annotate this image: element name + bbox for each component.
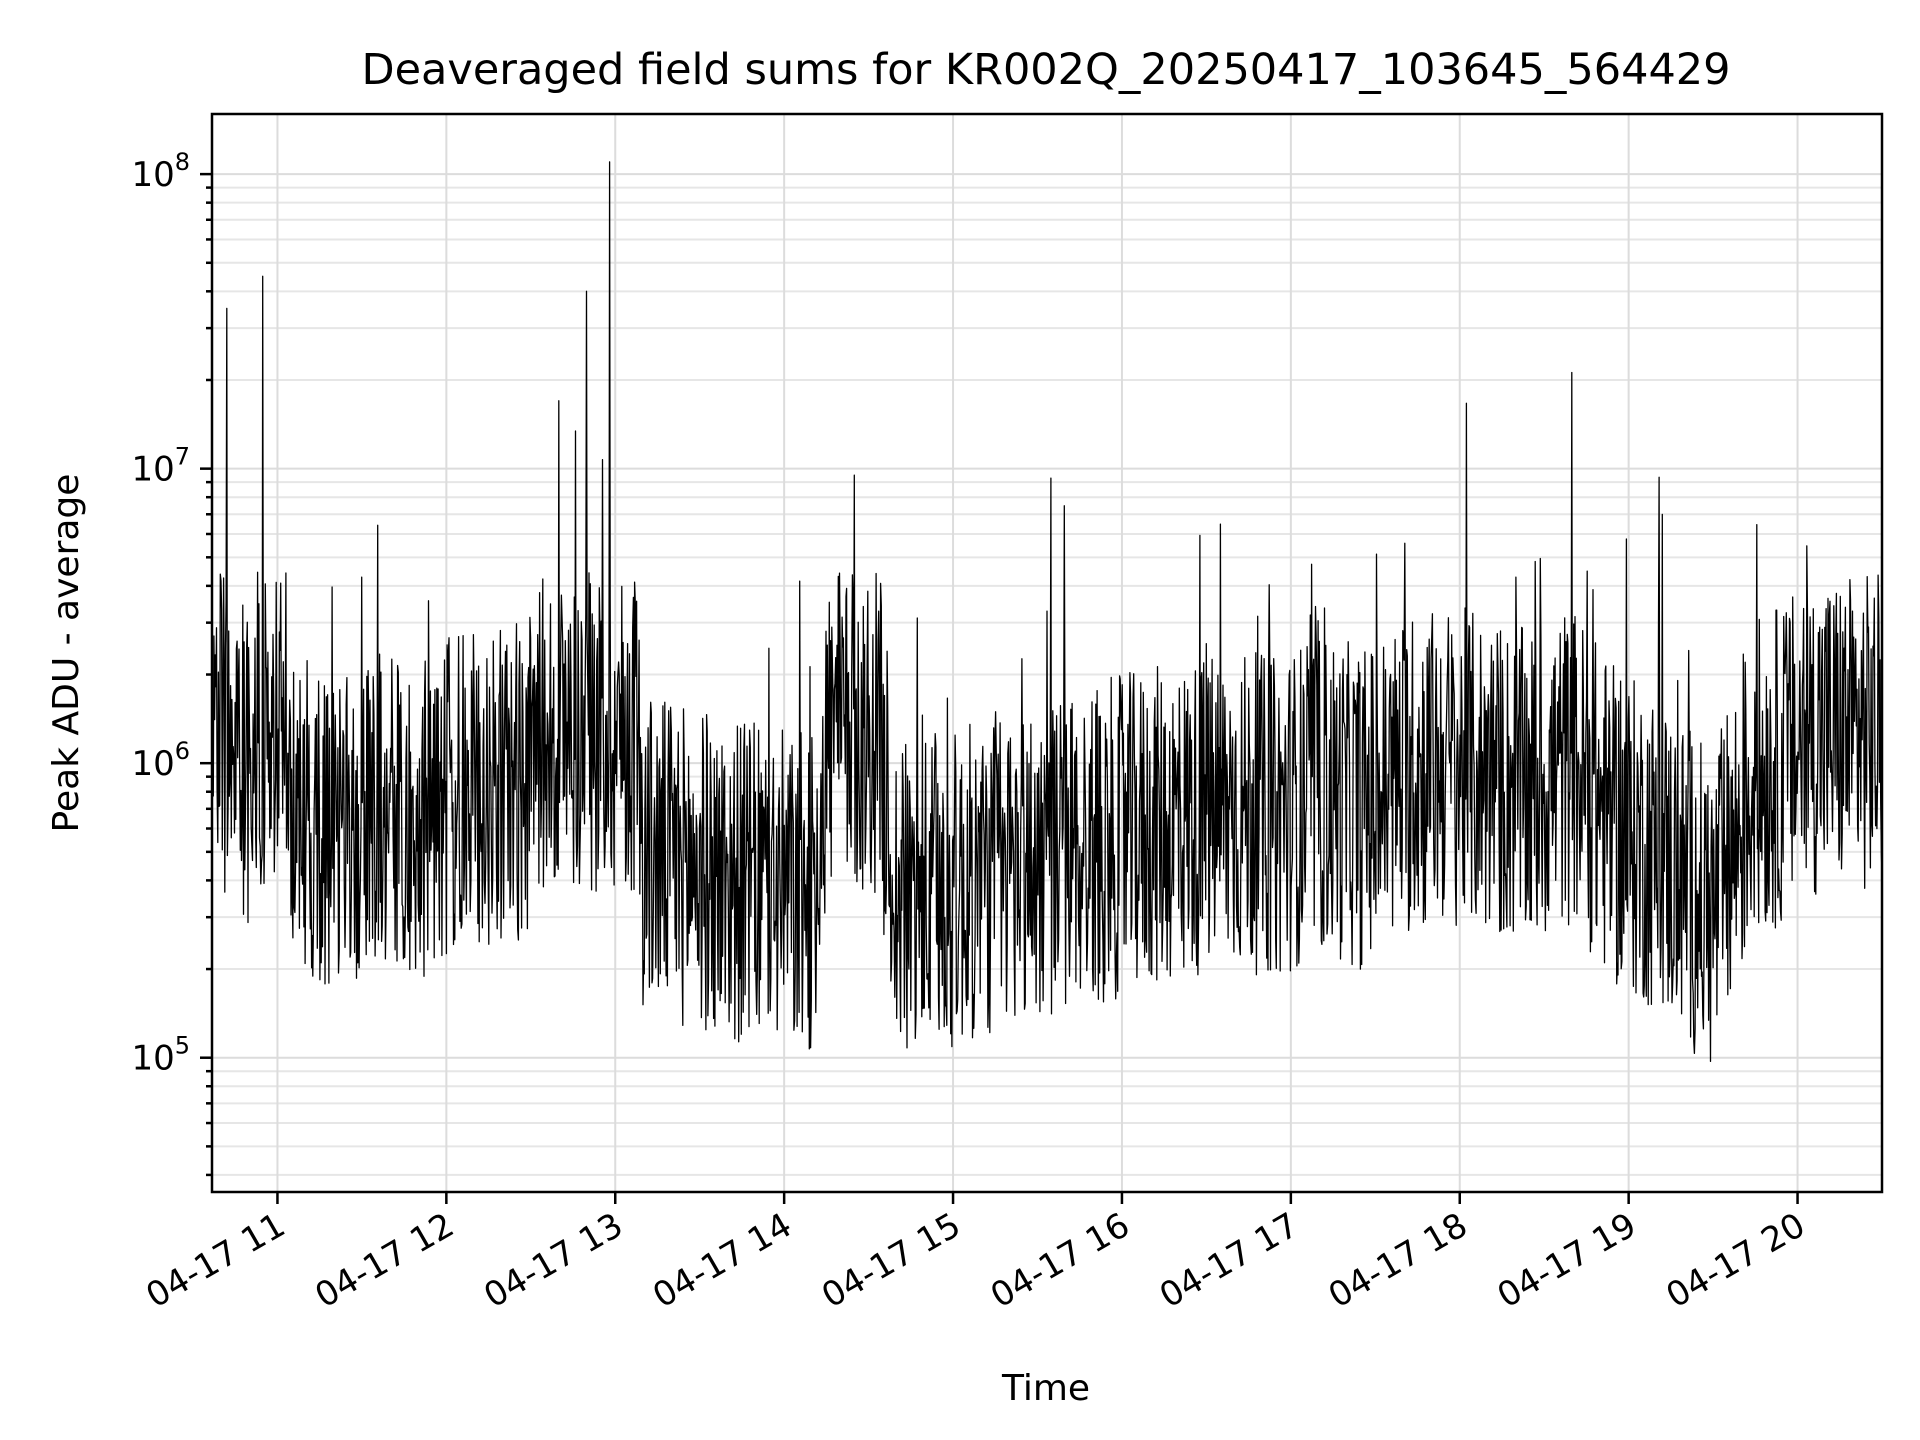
y-tick-label: 107: [131, 443, 190, 490]
x-axis: 04-17 11 04-17 12 04-17 13 04-17 14 04-17 15…: [140, 1192, 1812, 1316]
x-tick-label: 04-17 12: [308, 1205, 460, 1316]
x-axis-label: Time: [1001, 1368, 1090, 1409]
y-axis-label: Peak ADU - average: [46, 474, 87, 833]
chart-title: Deaveraged field sums for KR002Q_2025041…: [361, 45, 1730, 95]
x-tick-label: 04-17 13: [477, 1205, 629, 1316]
y-tick-label: 106: [131, 737, 190, 784]
plot-frame: [210, 112, 1884, 1194]
plot-area: [212, 161, 1882, 1063]
x-tick-label: 04-17 20: [1660, 1205, 1812, 1316]
x-tick-label: 04-17 14: [646, 1205, 798, 1316]
x-tick-label: 04-17 18: [1322, 1205, 1474, 1316]
x-tick-label: 04-17 11: [140, 1205, 292, 1316]
y-tick-label: 108: [131, 148, 190, 195]
x-tick-label: 04-17 17: [1153, 1205, 1305, 1316]
y-tick-label: 105: [131, 1032, 190, 1079]
x-tick-label: 04-17 19: [1491, 1205, 1643, 1316]
x-tick-label: 04-17 16: [984, 1205, 1136, 1316]
y-axis: 105 106 107 108: [131, 148, 212, 1177]
series-line: [212, 161, 1882, 1063]
x-tick-label: 04-17 15: [815, 1205, 967, 1316]
